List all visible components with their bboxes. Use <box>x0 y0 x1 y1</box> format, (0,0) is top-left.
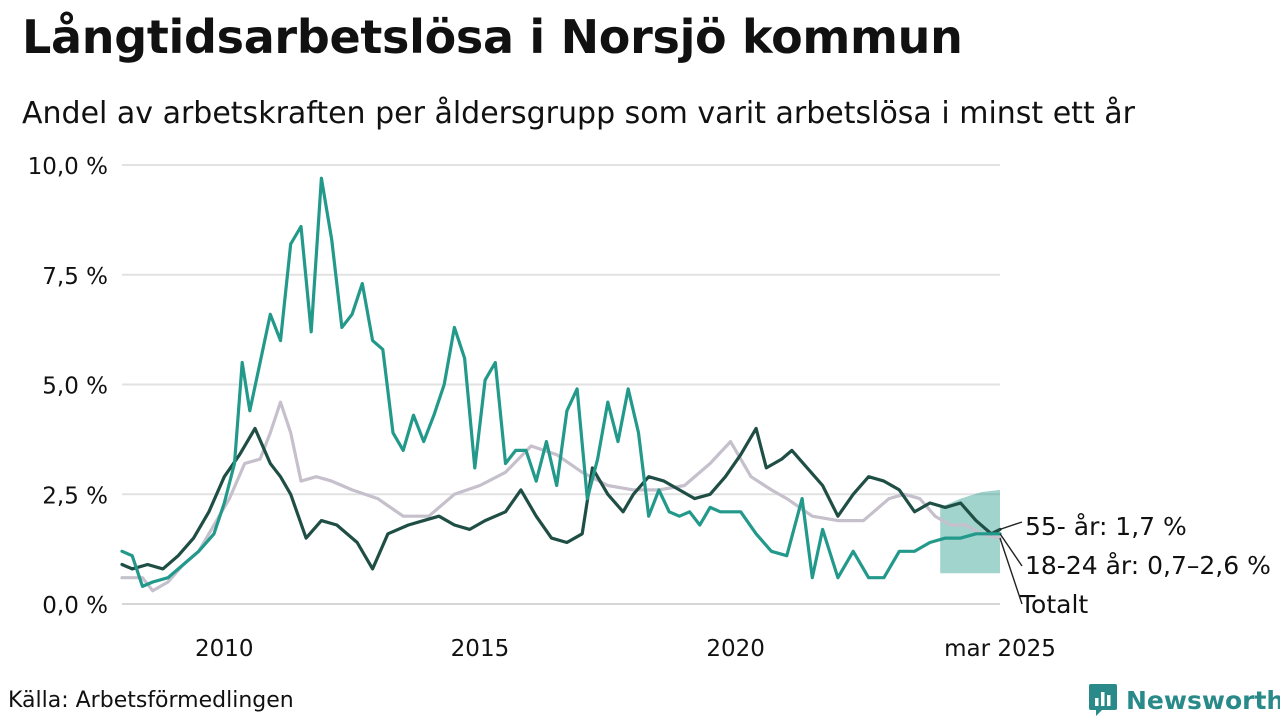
line-chart: 0,0 % 2,5 % 5,0 % 7,5 % 10,0 % 2010 2015 2020 ma… <box>28 154 1271 662</box>
y-tick-label: 0,0 % <box>42 593 108 619</box>
x-tick-label: 2020 <box>706 636 765 662</box>
x-tick-label: 2015 <box>451 636 510 662</box>
y-tick-label: 2,5 % <box>42 483 108 509</box>
label-leader-line <box>999 537 1023 605</box>
series-line <box>120 176 1002 589</box>
x-tick-label: 2010 <box>195 636 254 662</box>
label-leader-line <box>999 533 1023 567</box>
label-leader-line <box>999 521 1023 531</box>
uncertainty-band <box>940 489 1000 574</box>
x-tick-label: mar 2025 <box>944 636 1056 662</box>
brand-name: Newsworthy <box>1126 685 1280 715</box>
chart-title: Långtidsarbetslösa i Norsjö kommun <box>22 10 963 64</box>
source-note: Källa: Arbetsförmedlingen <box>8 688 294 713</box>
series-line <box>120 400 1002 593</box>
brand: Newsworthy <box>1088 682 1280 718</box>
chart-subtitle: Andel av arbetskraften per åldersgrupp s… <box>22 96 1135 131</box>
y-tick-label: 10,0 % <box>28 154 108 180</box>
series-end-label: Totalt <box>1019 590 1088 619</box>
series-line <box>120 426 1002 571</box>
series-end-label: 18-24 år: 0,7–2,6 % <box>1025 551 1271 580</box>
y-tick-label: 7,5 % <box>42 264 108 290</box>
newsworthy-logo-icon <box>1089 684 1117 716</box>
series-end-label: 55- år: 1,7 % <box>1025 512 1187 541</box>
y-tick-label: 5,0 % <box>42 374 108 400</box>
